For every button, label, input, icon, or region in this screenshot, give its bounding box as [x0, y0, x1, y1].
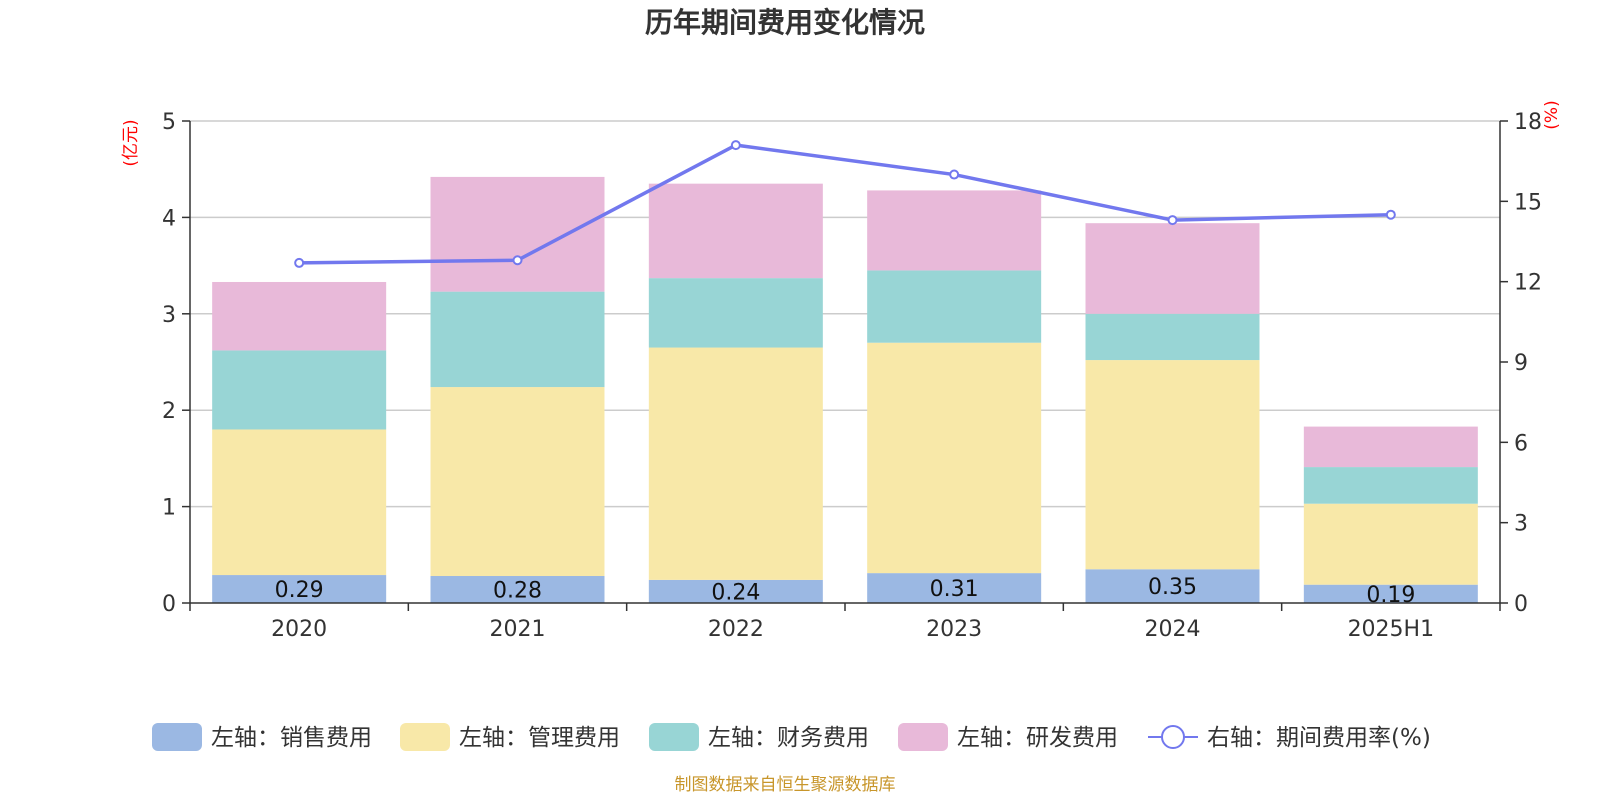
legend-label: 右轴：期间费用率(%)	[1207, 725, 1431, 751]
bar-labels: 0.29 0.28 0.24 0.31 0.35 0.19	[275, 575, 1416, 608]
bar-segment	[648, 278, 823, 348]
left-tick-label: 3	[162, 303, 176, 328]
legend-swatch	[649, 723, 699, 751]
x-tick-label: 2023	[926, 617, 982, 642]
right-tick-label: 0	[1514, 592, 1528, 617]
rate-point	[294, 257, 305, 268]
x-tick-label: 2020	[271, 617, 327, 642]
rate-point	[1167, 215, 1178, 226]
bar-segment	[430, 576, 605, 603]
bar-value-label: 0.28	[493, 579, 542, 604]
bar-value-label: 0.35	[1148, 575, 1197, 600]
bar-segment	[1303, 426, 1478, 468]
left-tick-label: 2	[162, 399, 176, 424]
legend-label: 左轴：财务费用	[708, 725, 869, 751]
bar-segment	[430, 387, 605, 577]
bar-segment	[1085, 313, 1260, 361]
x-tick-label: 2024	[1145, 617, 1201, 642]
left-tick-label: 0	[162, 592, 176, 617]
rate-point	[512, 255, 523, 266]
legend-label: 左轴：销售费用	[211, 725, 372, 751]
rate-point	[949, 169, 960, 180]
legend-swatch	[898, 723, 948, 751]
bar-segment	[867, 342, 1042, 574]
legend: 左轴：销售费用 左轴：管理费用 左轴：财务费用 左轴：研发费用 右轴：期间费用率(%)	[152, 723, 1431, 751]
bar-segment	[1085, 360, 1260, 570]
left-tick-label: 5	[162, 110, 176, 135]
x-tick-label: 2022	[708, 617, 764, 642]
bar-segment	[1085, 223, 1260, 314]
right-tick-label: 12	[1514, 271, 1542, 296]
bar-segment	[212, 281, 387, 351]
legend-swatch	[400, 723, 450, 751]
bar-segment	[648, 183, 823, 279]
bar-value-label: 0.24	[711, 580, 760, 605]
bar-segment	[648, 347, 823, 580]
left-tick-label: 1	[162, 496, 176, 521]
right-tick-label: 18	[1514, 110, 1542, 135]
bar-segment	[430, 291, 605, 388]
chart-title: 历年期间费用变化情况	[645, 6, 925, 39]
rate-point	[730, 140, 741, 151]
legend-swatch-marker	[1161, 725, 1185, 749]
rate-line-path	[299, 143, 1391, 265]
left-tick-label: 4	[162, 206, 176, 231]
bar-segment	[867, 573, 1042, 603]
right-axis-unit: (%)	[1542, 100, 1562, 129]
data-source-note: 制图数据来自恒生聚源数据库	[675, 775, 896, 795]
bar-segment	[212, 350, 387, 430]
x-tick-label: 2025H1	[1348, 617, 1435, 642]
grid-lines	[190, 120, 1500, 508]
legend-label: 左轴：研发费用	[957, 725, 1118, 751]
rate-line	[294, 140, 1396, 268]
bar-value-label: 0.31	[930, 577, 979, 602]
bar-segment	[430, 176, 605, 292]
bar-segment	[1085, 569, 1260, 603]
bars	[212, 176, 1478, 603]
left-axis-unit: (亿元)	[121, 119, 141, 166]
bar-segment	[212, 575, 387, 603]
bar-segment	[212, 429, 387, 576]
right-tick-label: 3	[1514, 512, 1528, 537]
right-tick-label: 6	[1514, 431, 1528, 456]
bar-segment	[1303, 467, 1478, 504]
legend-label: 左轴：管理费用	[459, 725, 620, 751]
bar-segment	[1303, 584, 1478, 603]
bar-segment	[867, 270, 1042, 343]
bar-segment	[1303, 503, 1478, 585]
bar-value-label: 0.29	[275, 578, 324, 603]
right-tick-label: 9	[1514, 351, 1528, 376]
right-tick-label: 15	[1514, 190, 1542, 215]
legend-swatch	[152, 723, 202, 751]
bar-value-label: 0.19	[1366, 583, 1415, 608]
bar-segment	[648, 579, 823, 603]
bar-segment	[867, 190, 1042, 271]
x-tick-label: 2021	[490, 617, 546, 642]
rate-point	[1385, 209, 1396, 220]
